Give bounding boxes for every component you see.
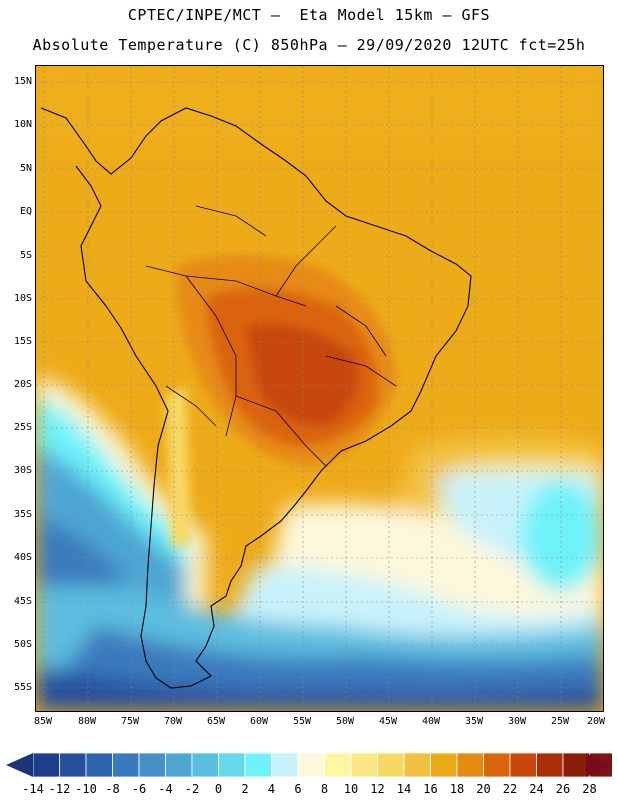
colorbar-tick-label: -10 [75,782,97,796]
colorbar-min-arrow [6,753,33,777]
lat-label: 15S [13,336,32,347]
colorbar-cell [218,752,246,778]
map-svg [36,66,603,711]
lat-label: 20S [13,379,32,390]
colorbar-tick-label: 26 [555,782,571,796]
lat-label: EQ [19,206,32,217]
lon-label: 70W [163,716,183,727]
lon-label: 65W [206,716,226,727]
colorbar-cell [350,752,378,778]
colorbar-cell [297,752,325,778]
lat-label: 50S [13,639,32,650]
lon-label: 35W [464,716,484,727]
colorbar-cell [536,752,564,778]
lon-label: 20W [586,716,606,727]
colorbar-tick-label: 12 [370,782,385,796]
colorbar-tick-label: 28 [582,782,597,796]
lat-label: 55S [13,682,32,693]
colorbar-tick-label: 4 [267,782,276,796]
colorbar-cell [85,752,113,778]
lat-label: 10S [13,293,32,304]
temperature-map [35,65,604,712]
colorbar-tick-label: 24 [529,782,544,796]
lat-label: 45S [13,596,32,607]
title-line-2: Absolute Temperature (C) 850hPa – 29/09/… [32,36,586,54]
colorbar-cell [324,752,352,778]
colorbar-cell [562,752,590,778]
lon-label: 40W [421,716,441,727]
lat-label: 25S [13,422,32,433]
lat-label: 5N [19,163,32,174]
lon-label: 60W [249,716,269,727]
colorbar-cell [403,752,431,778]
lon-label: 45W [378,716,398,727]
lat-label: 5S [19,250,32,261]
colorbar-tick-label: 14 [396,782,412,796]
colorbar-tick-label: -8 [105,782,120,796]
colorbar-tick-label: 10 [343,782,359,796]
lon-label: 80W [77,716,97,727]
colorbar-cell [509,752,537,778]
colorbar-tick-label: 16 [423,782,438,796]
colorbar-tick-label: -14 [22,782,44,796]
colorbar-tick-label: 8 [320,782,329,796]
colorbar-tick-label: -2 [184,782,200,796]
country-borders [145,205,397,467]
colorbar-tick-label: 2 [241,782,249,796]
colorbar-tick-label: 6 [294,782,302,796]
title-line-1: CPTEC/INPE/MCT – Eta Model 15km – GFS [127,6,491,24]
lat-label: 30S [13,465,32,476]
lon-label: 25W [550,716,570,727]
colorbar-cell [165,752,193,778]
colorbar-cell [483,752,511,778]
south-america-coastline [40,107,472,689]
colorbar-cell [456,752,484,778]
colorbar-tick-label: 22 [502,782,518,796]
lon-label: 30W [507,716,527,727]
colorbar-tick-label: 20 [476,782,491,796]
colorbar-tick-label: -6 [131,782,147,796]
lon-label: 75W [120,716,140,727]
lat-label: 40S [13,552,32,563]
colorbar-cell [32,752,60,778]
colorbar-cell [430,752,458,778]
colorbar-tick-label: -12 [48,782,71,796]
colorbar-tick-label: 18 [449,782,465,796]
lat-label: 35S [13,509,32,520]
lat-label: 15N [13,76,32,87]
lat-label: 10N [13,119,32,130]
colorbar-cell [191,752,219,778]
colorbar-cell [377,752,405,778]
lon-label: 85W [33,716,53,727]
colorbar [6,752,612,778]
lon-label: 55W [292,716,312,727]
colorbar-tick-label: -4 [158,782,173,796]
colorbar-cell [244,752,272,778]
colorbar-cell [59,752,87,778]
colorbar-max-arrow [586,753,612,777]
colorbar-cell [112,752,140,778]
colorbar-cell [138,752,166,778]
colorbar-tick-label: 0 [214,782,223,796]
lon-label: 50W [335,716,355,727]
colorbar-cell [271,752,299,778]
